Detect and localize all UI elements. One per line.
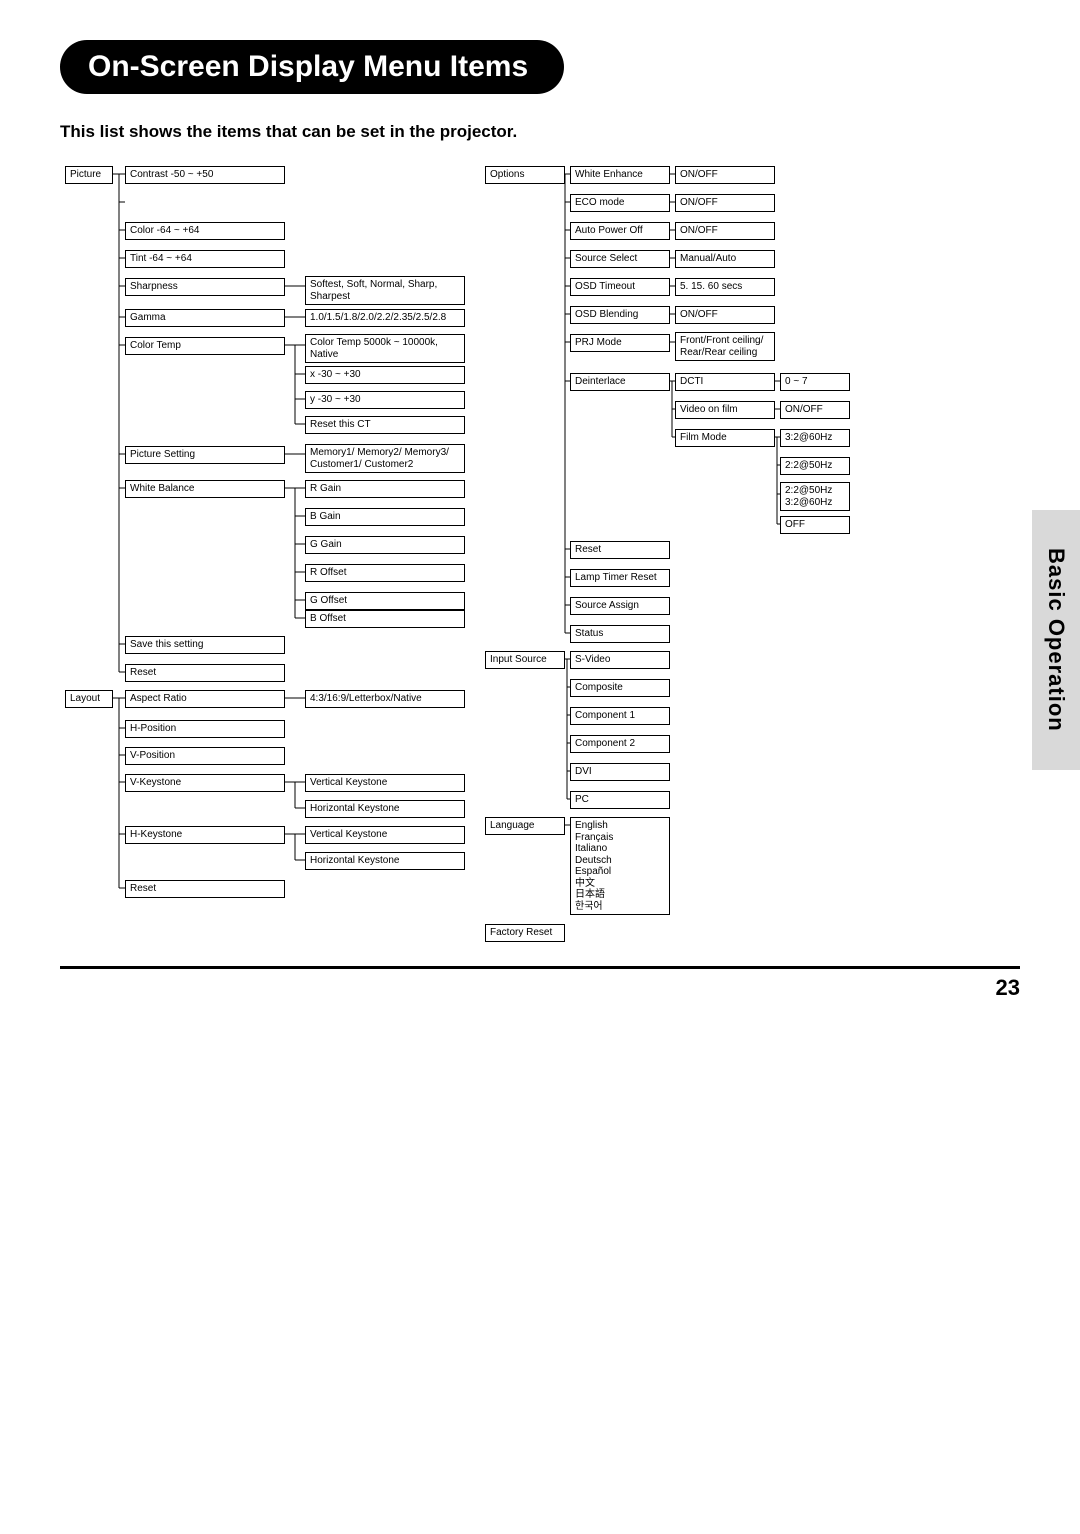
node-colortemp: Color Temp — [125, 337, 285, 355]
node-white-enhance: White Enhance — [570, 166, 670, 184]
node-picture: Picture — [65, 166, 113, 184]
opts-eco: ON/OFF — [675, 194, 775, 212]
opts-video-on-film: ON/OFF — [780, 401, 850, 419]
node-dvi: DVI — [570, 763, 670, 781]
node-hpos: H-Position — [125, 720, 285, 738]
opts-film-4: OFF — [780, 516, 850, 534]
node-aspect: Aspect Ratio — [125, 690, 285, 708]
node-save-this: Save this setting — [125, 636, 285, 654]
node-bgain: B Gain — [305, 508, 465, 526]
node-ct-y: y -30 ~ +30 — [305, 391, 465, 409]
node-layout: Layout — [65, 690, 113, 708]
opts-white-enhance: ON/OFF — [675, 166, 775, 184]
node-gamma: Gamma — [125, 309, 285, 327]
node-status: Status — [570, 625, 670, 643]
node-auto-power-off: Auto Power Off — [570, 222, 670, 240]
opts-prj-mode: Front/Front ceiling/ Rear/Rear ceiling — [675, 332, 775, 361]
node-hkeystone: H-Keystone — [125, 826, 285, 844]
node-input-source: Input Source — [485, 651, 565, 669]
node-composite: Composite — [570, 679, 670, 697]
opts-osd-timeout: 5. 15. 60 secs — [675, 278, 775, 296]
opts-osd-blending: ON/OFF — [675, 306, 775, 324]
node-language: Language — [485, 817, 565, 835]
node-ggain: G Gain — [305, 536, 465, 554]
node-sharpness: Sharpness — [125, 278, 285, 296]
page-subtitle: This list shows the items that can be se… — [60, 122, 1020, 142]
menu-tree-diagram: Picture Layout Brightness -50 ~ +50 Cont… — [60, 166, 1020, 946]
opts-picset: Memory1/ Memory2/ Memory3/ Customer1/ Cu… — [305, 444, 465, 473]
section-tab: Basic Operation — [1032, 510, 1080, 770]
node-video-on-film: Video on film — [675, 401, 775, 419]
node-reset-layout: Reset — [125, 880, 285, 898]
opts-apo: ON/OFF — [675, 222, 775, 240]
node-lamp-timer: Lamp Timer Reset — [570, 569, 670, 587]
node-color: Color -64 ~ +64 — [125, 222, 285, 240]
node-tint: Tint -64 ~ +64 — [125, 250, 285, 268]
opts-source-select: Manual/Auto — [675, 250, 775, 268]
node-component1: Component 1 — [570, 707, 670, 725]
node-goffset: G Offset — [305, 592, 465, 610]
section-tab-label: Basic Operation — [1043, 548, 1069, 732]
node-picture-setting: Picture Setting — [125, 446, 285, 464]
node-vpos: V-Position — [125, 747, 285, 765]
opts-film-3: 2:2@50Hz 3:2@60Hz — [780, 482, 850, 511]
node-reset: Reset — [125, 664, 285, 682]
node-osd-timeout: OSD Timeout — [570, 278, 670, 296]
page-number: 23 — [996, 975, 1020, 1000]
node-prj-mode: PRJ Mode — [570, 334, 670, 352]
node-hkey-vertical: Vertical Keystone — [305, 826, 465, 844]
opts-film-1: 3:2@60Hz — [780, 429, 850, 447]
node-contrast: Contrast -50 ~ +50 — [125, 166, 285, 184]
node-vkey-horizontal: Horizontal Keystone — [305, 800, 465, 818]
opts-gamma: 1.0/1.5/1.8/2.0/2.2/2.35/2.5/2.8 — [305, 309, 465, 327]
node-film-mode: Film Mode — [675, 429, 775, 447]
node-dcti: DCTI — [675, 373, 775, 391]
node-vkey-vertical: Vertical Keystone — [305, 774, 465, 792]
opts-sharpness: Softest, Soft, Normal, Sharp, Sharpest — [305, 276, 465, 305]
opts-aspect: 4:3/16:9/Letterbox/Native — [305, 690, 465, 708]
node-reset-options: Reset — [570, 541, 670, 559]
opts-film-2: 2:2@50Hz — [780, 457, 850, 475]
node-hkey-horizontal: Horizontal Keystone — [305, 852, 465, 870]
node-ct-x: x -30 ~ +30 — [305, 366, 465, 384]
node-source-select: Source Select — [570, 250, 670, 268]
opts-language: English Français Italiano Deutsch Españo… — [570, 817, 670, 915]
node-white-balance: White Balance — [125, 480, 285, 498]
node-component2: Component 2 — [570, 735, 670, 753]
node-source-assign: Source Assign — [570, 597, 670, 615]
page-title: On-Screen Display Menu Items — [60, 40, 564, 94]
node-ct-reset: Reset this CT — [305, 416, 465, 434]
node-boffset: B Offset — [305, 610, 465, 628]
opts-colortemp: Color Temp 5000k ~ 10000k, Native — [305, 334, 465, 363]
node-eco: ECO mode — [570, 194, 670, 212]
node-roffset: R Offset — [305, 564, 465, 582]
node-rgain: R Gain — [305, 480, 465, 498]
node-vkeystone: V-Keystone — [125, 774, 285, 792]
node-osd-blending: OSD Blending — [570, 306, 670, 324]
opts-dcti: 0 ~ 7 — [780, 373, 850, 391]
node-pc: PC — [570, 791, 670, 809]
node-options: Options — [485, 166, 565, 184]
node-deinterlace: Deinterlace — [570, 373, 670, 391]
node-svideo: S-Video — [570, 651, 670, 669]
node-factory-reset: Factory Reset — [485, 924, 565, 942]
